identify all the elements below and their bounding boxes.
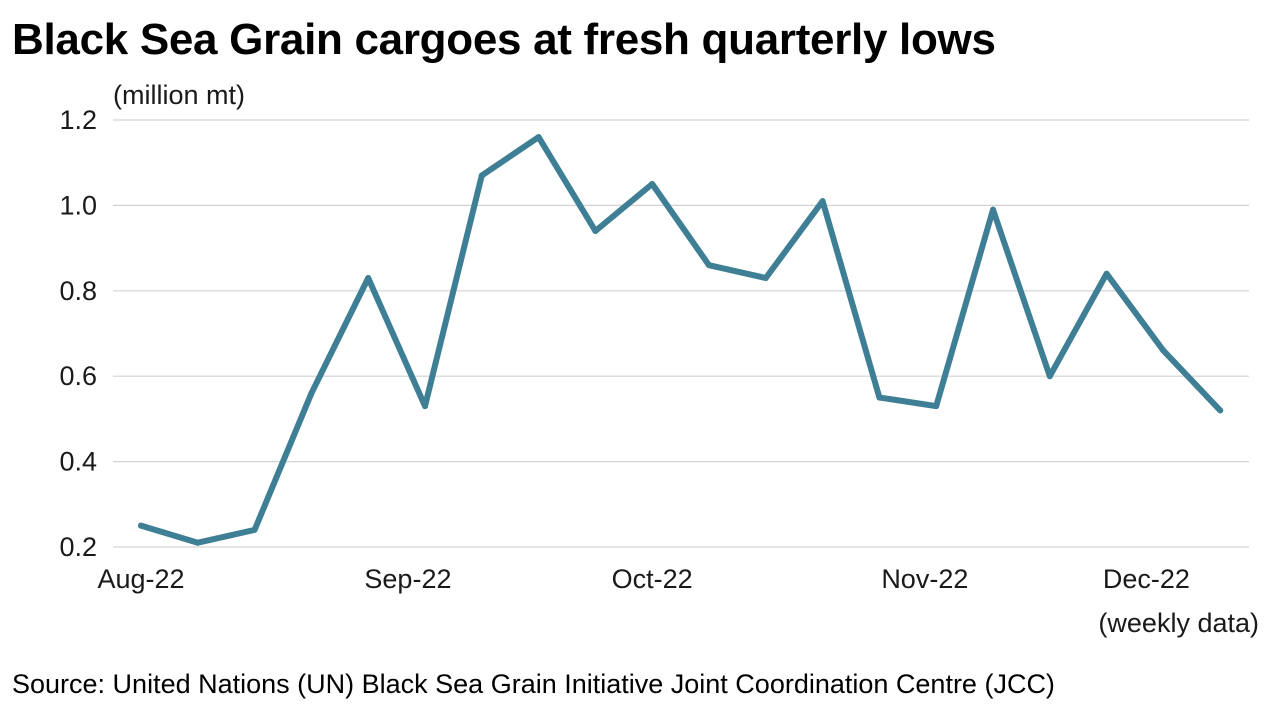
y-tick-label: 0.4 (59, 447, 97, 477)
data-point (592, 228, 599, 235)
x-axis-label: (weekly data) (1098, 608, 1259, 638)
x-axis-tick-labels: Aug-22 Sep-22 Oct-22 Nov-22 Dec-22 (97, 564, 1189, 594)
y-axis-tick-labels: 0.2 0.4 0.6 0.8 1.0 1.2 (59, 105, 97, 562)
x-tick-label: Sep-22 (364, 564, 451, 594)
y-tick-label: 0.6 (59, 361, 97, 391)
x-tick-label: Nov-22 (881, 564, 968, 594)
data-point (535, 134, 542, 141)
data-point (1046, 373, 1053, 380)
x-tick-label: Dec-22 (1103, 564, 1190, 594)
chart-title: Black Sea Grain cargoes at fresh quarter… (12, 15, 996, 64)
series-group (138, 134, 1224, 546)
y-tick-label: 0.2 (59, 532, 97, 562)
data-point (876, 394, 883, 401)
data-point (308, 390, 315, 397)
data-point (365, 274, 372, 281)
y-tick-label: 0.8 (59, 276, 97, 306)
data-point (251, 526, 258, 533)
data-point (819, 198, 826, 205)
data-point (706, 262, 712, 269)
data-point (194, 539, 201, 546)
y-tick-label: 1.2 (59, 105, 97, 135)
data-point (649, 181, 656, 188)
x-tick-label: Oct-22 (612, 564, 693, 594)
data-point (933, 403, 940, 410)
y-tick-label: 1.0 (59, 190, 97, 220)
data-point (1217, 407, 1224, 414)
series-line (138, 134, 1224, 546)
data-point (478, 172, 485, 179)
data-point (990, 206, 996, 213)
source-note: Source: United Nations (UN) Black Sea Gr… (12, 669, 1055, 699)
y-axis-label: (million mt) (113, 80, 245, 110)
data-point (1103, 270, 1110, 277)
data-point (1160, 347, 1167, 354)
x-tick-label: Aug-22 (97, 564, 184, 594)
data-point (422, 403, 428, 410)
data-point (762, 274, 769, 281)
gridlines (113, 119, 1249, 548)
data-point (138, 522, 144, 529)
